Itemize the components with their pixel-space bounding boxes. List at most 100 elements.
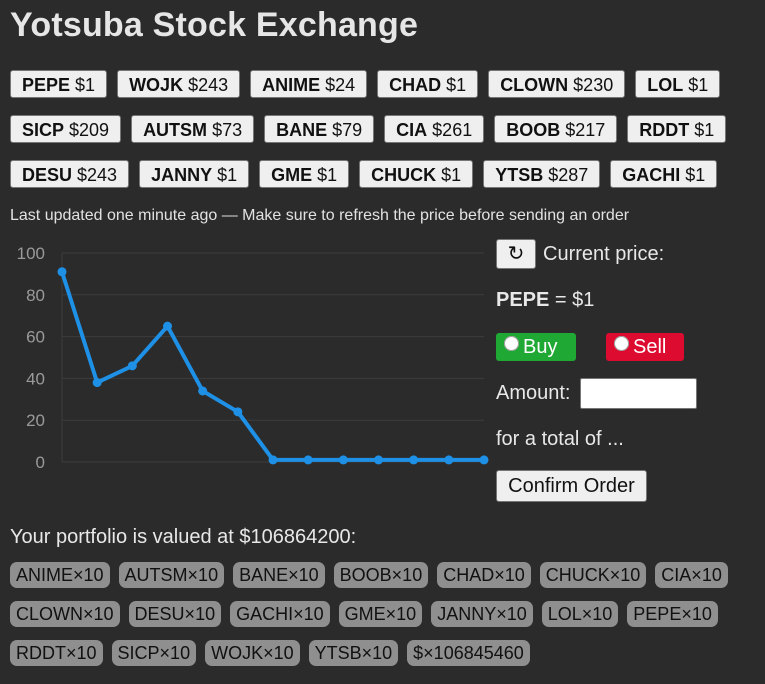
- y-tick-label: 100: [17, 244, 45, 263]
- price-chart: 0 20 40 60 80 100: [17, 244, 489, 472]
- portfolio-row-2: CLOWN×10 DESU×10 GACHI×10 GME×10 JANNY×10 LOL…: [10, 601, 718, 627]
- portfolio-holding: $×106845460: [407, 640, 530, 666]
- stock-symbol: CHUCK: [371, 165, 437, 185]
- stock-symbol: BOOB: [506, 120, 561, 140]
- price-point: [374, 455, 383, 465]
- stock-button-boob[interactable]: BOOB $217: [494, 115, 618, 143]
- price-series-line: [60, 271, 484, 462]
- confirm-order-button[interactable]: Confirm Order: [496, 470, 647, 502]
- stock-button-anime[interactable]: ANIME $24: [250, 70, 368, 98]
- stock-button-rddt[interactable]: RDDT $1: [627, 115, 727, 143]
- stock-price: $1: [446, 75, 467, 95]
- stock-price: $24: [325, 75, 356, 95]
- portfolio-holding: JANNY×10: [431, 601, 533, 627]
- stock-symbol: LOL: [647, 75, 684, 95]
- stock-price: $1: [688, 75, 709, 95]
- stock-price: $1: [75, 75, 96, 95]
- current-price-value: PEPE = $1: [496, 289, 594, 312]
- stock-symbol: GACHI: [622, 165, 681, 185]
- stock-symbol: AUTSM: [143, 120, 208, 140]
- portfolio-holding: CHUCK×10: [539, 562, 647, 588]
- stock-price: $1: [694, 120, 715, 140]
- portfolio-holding: ANIME×10: [10, 562, 110, 588]
- stock-price: $209: [69, 120, 110, 140]
- stock-button-chad[interactable]: CHAD $1: [377, 70, 479, 98]
- stock-row-3: DESU $243 JANNY $1 GME $1 CHUCK $1 YTSB $287 GACHI…: [10, 160, 718, 188]
- sell-radio-icon[interactable]: [614, 336, 629, 352]
- current-price-label: Current price:: [543, 243, 665, 265]
- stock-price: $230: [573, 75, 614, 95]
- portfolio-holding: CLOWN×10: [10, 601, 120, 627]
- stock-row-2: SICP $209 AUTSM $73 BANE $79 CIA $261 BOOB $217 RD…: [10, 115, 727, 143]
- price-point: [409, 455, 419, 465]
- stock-button-clown[interactable]: CLOWN $230: [488, 70, 626, 98]
- price-point: [268, 455, 278, 465]
- stock-price: $243: [188, 75, 229, 95]
- sell-toggle[interactable]: Sell: [606, 333, 684, 361]
- stock-price: $1: [685, 165, 706, 185]
- amount-input[interactable]: [580, 378, 697, 409]
- portfolio-holding: AUTSM×10: [118, 562, 225, 588]
- stock-button-pepe[interactable]: PEPE $1: [10, 70, 108, 98]
- stock-button-chuck[interactable]: CHUCK $1: [359, 160, 474, 188]
- stock-symbol: GME: [271, 165, 313, 185]
- stock-price: $1: [217, 165, 238, 185]
- refresh-icon: ↻: [507, 243, 525, 265]
- stock-button-gachi[interactable]: GACHI $1: [610, 160, 718, 188]
- update-note: Last updated one minute ago — Make sure …: [10, 207, 630, 224]
- stock-button-cia[interactable]: CIA $261: [384, 115, 485, 143]
- amount-label: Amount:: [496, 382, 571, 404]
- selected-price: = $1: [549, 289, 595, 311]
- stock-button-lol[interactable]: LOL $1: [635, 70, 721, 98]
- stock-button-janny[interactable]: JANNY $1: [139, 160, 250, 188]
- stock-price: $261: [432, 120, 473, 140]
- stock-button-wojk[interactable]: WOJK $243: [117, 70, 241, 98]
- stock-price: $73: [212, 120, 243, 140]
- portfolio-holding: DESU×10: [128, 601, 222, 627]
- y-tick-label: 20: [26, 411, 45, 430]
- price-point: [198, 386, 208, 396]
- stock-button-ytsb[interactable]: YTSB $287: [483, 160, 601, 188]
- stock-button-bane[interactable]: BANE $79: [264, 115, 375, 143]
- stock-price: $1: [441, 165, 462, 185]
- stock-button-autsm[interactable]: AUTSM $73: [131, 115, 255, 143]
- y-tick-label: 60: [26, 328, 45, 347]
- portfolio-holding: BANE×10: [233, 562, 325, 588]
- portfolio-holding: GME×10: [338, 601, 423, 627]
- price-point: [338, 455, 348, 465]
- stock-price: $217: [565, 120, 606, 140]
- stock-button-desu[interactable]: DESU $243: [10, 160, 130, 188]
- price-point: [163, 321, 172, 331]
- portfolio-holding: SICP×10: [111, 640, 197, 666]
- stock-price: $243: [77, 165, 118, 185]
- stock-button-gme[interactable]: GME $1: [259, 160, 350, 188]
- selected-symbol: PEPE: [496, 289, 550, 311]
- stock-row-1: PEPE $1 WOJK $243 ANIME $24 CHAD $1 CLOWN $230 LOL…: [10, 70, 721, 98]
- buy-radio-icon[interactable]: [504, 336, 519, 352]
- refresh-button[interactable]: ↻: [496, 239, 536, 269]
- portfolio-holding: CHAD×10: [437, 562, 531, 588]
- stock-symbol: CIA: [396, 120, 428, 140]
- stock-button-sicp[interactable]: SICP $209: [10, 115, 122, 143]
- buy-label: Buy: [523, 336, 558, 358]
- price-point: [444, 455, 454, 465]
- portfolio-holding: CIA×10: [655, 562, 728, 588]
- price-point: [57, 267, 67, 277]
- stock-symbol: CHAD: [389, 75, 442, 95]
- portfolio-row-3: RDDT×10 SICP×10 WOJK×10 YTSB×10 $×106845460: [10, 640, 530, 666]
- stock-symbol: YTSB: [495, 165, 544, 185]
- buy-toggle[interactable]: Buy: [496, 333, 576, 361]
- page-title: Yotsuba Stock Exchange: [10, 6, 419, 44]
- portfolio-row-1: ANIME×10 AUTSM×10 BANE×10 BOOB×10 CHAD×10 CHU…: [10, 562, 728, 588]
- stock-symbol: RDDT: [639, 120, 690, 140]
- portfolio-holding: WOJK×10: [205, 640, 300, 666]
- stock-price: $1: [317, 165, 338, 185]
- price-point: [479, 455, 489, 465]
- price-point: [127, 361, 137, 371]
- stock-symbol: BANE: [276, 120, 328, 140]
- sell-label: Sell: [633, 336, 667, 358]
- stock-symbol: SICP: [22, 120, 65, 140]
- portfolio-holding: GACHI×10: [230, 601, 330, 627]
- order-total: for a total of ...: [496, 428, 624, 450]
- price-point: [233, 407, 243, 417]
